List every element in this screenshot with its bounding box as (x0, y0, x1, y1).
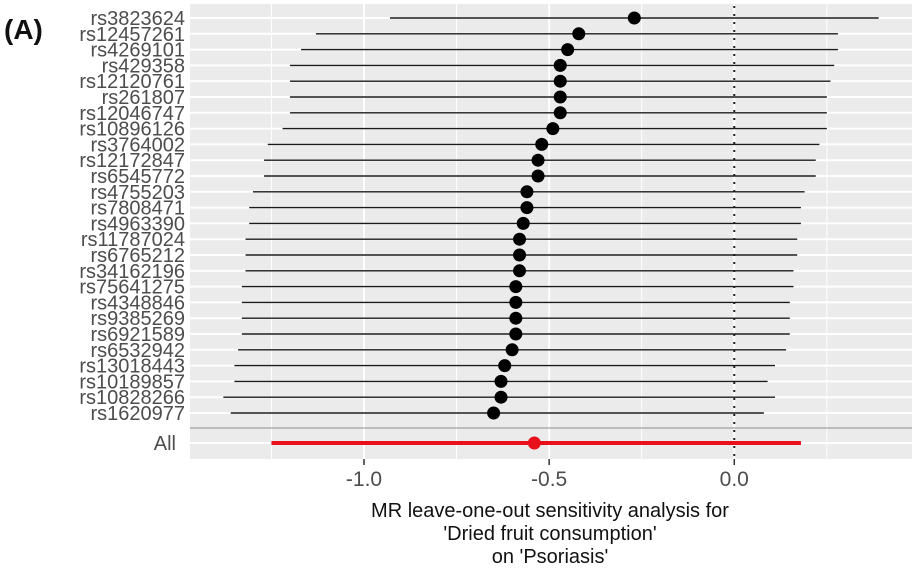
point-rs4755203 (520, 185, 534, 199)
y-label-rs6545772: rs6545772 (90, 166, 185, 188)
point-rs10828266 (494, 390, 508, 404)
y-label-rs12120761: rs12120761 (79, 71, 185, 93)
y-label-rs4963390: rs4963390 (90, 213, 185, 235)
point-rs12457261 (572, 27, 586, 41)
plot-panel (190, 4, 912, 459)
point-rs6765212 (513, 248, 527, 262)
point-rs4348846 (509, 295, 523, 309)
y-label-rs261807: rs261807 (102, 87, 185, 109)
x-tick-label: -1.0 (346, 468, 382, 491)
y-label-rs13018443: rs13018443 (79, 356, 185, 378)
y-label-rs12046747: rs12046747 (79, 103, 185, 125)
y-label-rs9385269: rs9385269 (90, 308, 185, 330)
y-label-all: All (154, 433, 176, 455)
x-axis-title-line-2: 'Dried fruit consumption' (443, 523, 657, 545)
y-label-rs6532942: rs6532942 (90, 340, 185, 362)
point-rs12172847 (531, 153, 545, 167)
y-label-rs6765212: rs6765212 (90, 245, 185, 267)
y-label-rs10896126: rs10896126 (79, 119, 185, 141)
point-rs6532942 (505, 343, 519, 357)
point-rs6921589 (509, 327, 523, 341)
point-rs6545772 (531, 169, 545, 183)
x-axis-title-line-3: on 'Psoriasis' (491, 546, 609, 568)
point-rs3823624 (627, 11, 641, 25)
y-label-rs11787024: rs11787024 (81, 229, 185, 251)
point-rs429358 (553, 58, 567, 72)
y-label-rs10189857: rs10189857 (79, 371, 185, 393)
y-label-rs12457261: rs12457261 (79, 24, 185, 46)
forest-plot: rs3823624rs12457261rs4269101rs429358rs12… (79, 4, 912, 491)
point-rs9385269 (509, 311, 523, 325)
point-estimates (487, 11, 641, 450)
y-label-rs10828266: rs10828266 (79, 387, 185, 409)
point-rs3764002 (535, 137, 549, 151)
y-label-rs7808471: rs7808471 (90, 198, 185, 220)
point-rs261807 (553, 90, 567, 104)
y-label-rs6921589: rs6921589 (90, 324, 185, 346)
y-label-rs1620977: rs1620977 (90, 403, 185, 425)
point-rs4269101 (561, 43, 575, 57)
point-rs7808471 (520, 201, 534, 215)
point-rs12120761 (553, 74, 567, 88)
y-label-rs4755203: rs4755203 (90, 182, 185, 204)
point-rs75641275 (509, 280, 523, 294)
x-axis-title-line-1: MR leave-one-out sensitivity analysis fo… (371, 500, 729, 522)
panel-label: (A) (4, 14, 43, 45)
point-rs1620977 (487, 406, 501, 420)
point-all (527, 436, 541, 450)
y-label-rs4348846: rs4348846 (90, 292, 185, 314)
y-label-rs429358: rs429358 (102, 55, 185, 77)
point-rs34162196 (513, 264, 527, 278)
y-label-rs75641275: rs75641275 (79, 277, 185, 299)
x-ticks: -1.0 -0.5 0.0 (346, 459, 749, 491)
point-rs11787024 (513, 232, 527, 246)
point-rs4963390 (516, 216, 530, 230)
x-axis-title: MR leave-one-out sensitivity analysis fo… (190, 500, 910, 569)
point-rs13018443 (498, 359, 512, 373)
y-label-rs3764002: rs3764002 (90, 134, 185, 156)
y-label-rs12172847: rs12172847 (79, 150, 185, 172)
point-rs10189857 (494, 374, 508, 388)
point-rs10896126 (546, 122, 560, 136)
y-label-rs34162196: rs34162196 (79, 261, 185, 283)
y-label-rs3823624: rs3823624 (90, 8, 185, 30)
x-tick-label: 0.0 (720, 468, 749, 491)
y-label-rs4269101: rs4269101 (90, 40, 185, 62)
x-tick-label: -0.5 (531, 468, 567, 491)
y-tick-labels: rs3823624rs12457261rs4269101rs429358rs12… (79, 8, 185, 455)
point-rs12046747 (553, 106, 567, 120)
